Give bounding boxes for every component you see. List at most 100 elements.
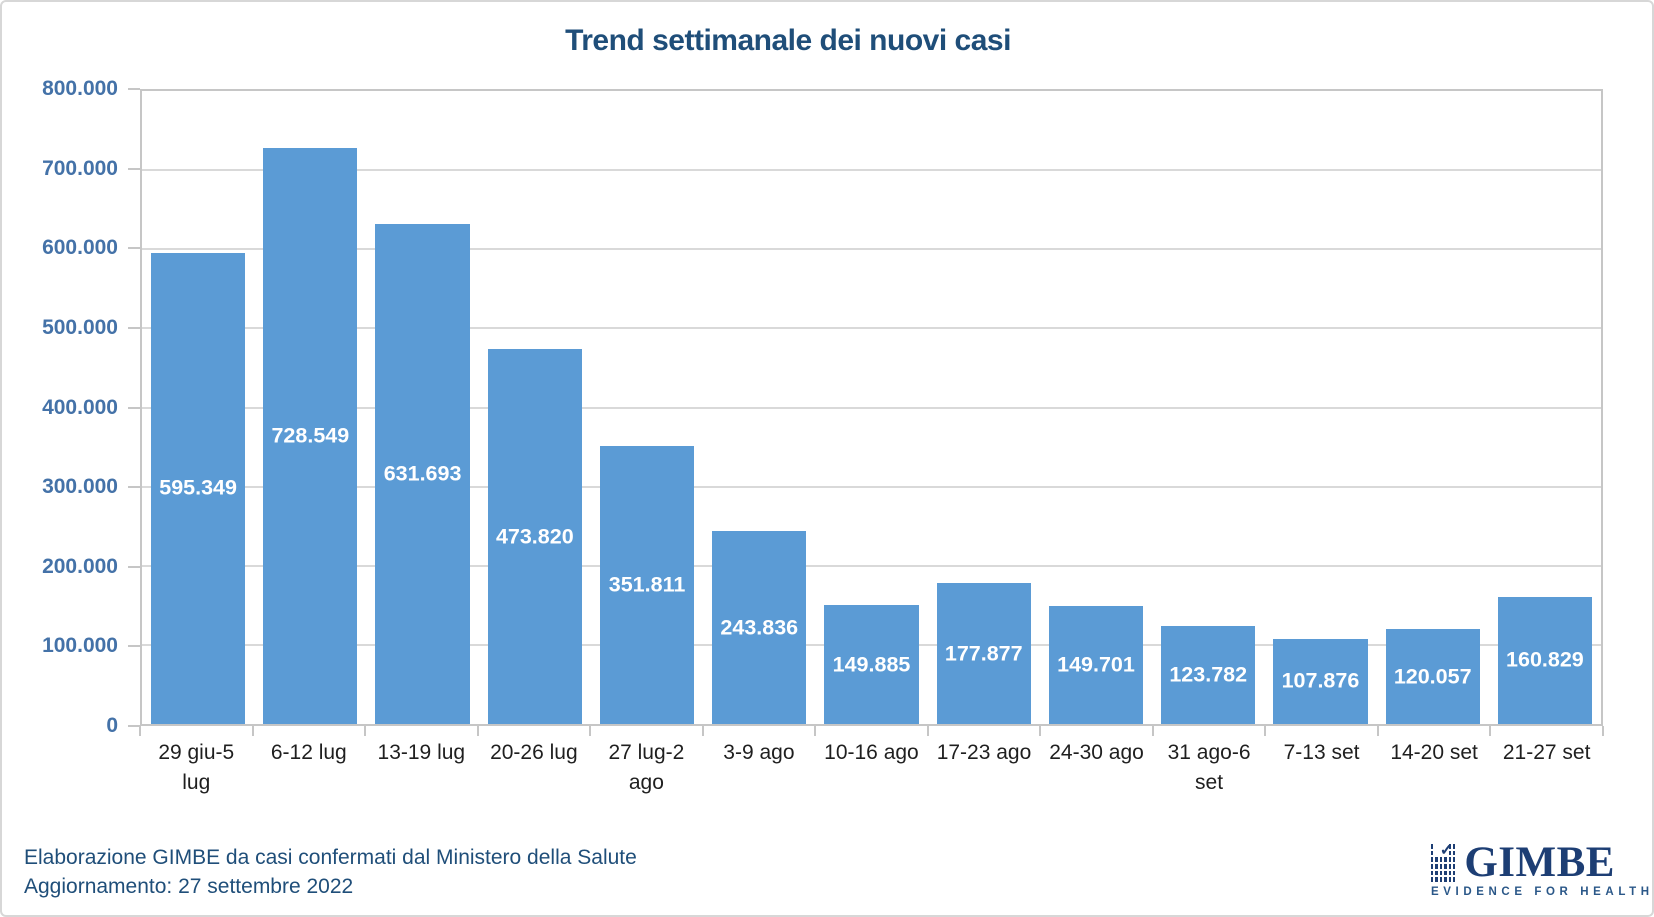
logo-grid-cell — [1444, 850, 1447, 856]
bar: 243.836 — [712, 531, 807, 724]
bar: 177.877 — [936, 583, 1031, 724]
bar-value-label: 149.701 — [1057, 652, 1135, 677]
logo-grid-cell — [1431, 850, 1434, 856]
bar: 120.057 — [1385, 629, 1480, 724]
bars-layer: 595.349 728.549 631.693 473.820 351.811 243.8… — [142, 91, 1601, 724]
logo-grid-cell — [1431, 857, 1434, 862]
gimbe-logo: ✓ GIMBE EVIDENCE FOR HEALTH — [1431, 839, 1654, 898]
bar-value-label: 473.820 — [495, 524, 574, 549]
bar-value-label: 120.057 — [1393, 664, 1472, 688]
y-axis-tick — [128, 88, 140, 90]
logo-grid-cell — [1452, 877, 1456, 882]
logo-grid-cell — [1452, 863, 1456, 869]
y-tick-label: 100.000 — [42, 634, 118, 658]
x-axis: 29 giu-5 lug 6-12 lug 13-19 lug 20-26 lug 27 … — [140, 738, 1603, 798]
logo-grid-cell — [1448, 863, 1451, 869]
gimbe-logo-mark: ✓ — [1431, 842, 1456, 882]
bar: 149.701 — [1048, 605, 1144, 724]
bar-slot: 631.693 — [366, 91, 478, 724]
y-tick-label: 0 — [106, 714, 118, 737]
gimbe-tagline: EVIDENCE FOR HEALTH — [1431, 886, 1654, 898]
y-tick-label: 200.000 — [42, 554, 118, 578]
logo-grid-cell — [1444, 863, 1447, 869]
x-axis-tick — [926, 726, 929, 736]
gridline — [142, 485, 1601, 488]
x-tick-label: 13-19 lug — [377, 741, 466, 764]
y-tick-label: 700.000 — [42, 156, 118, 180]
x-tick-label: 21-27 set — [1502, 741, 1591, 764]
logo-grid-cell — [1452, 870, 1456, 876]
bar: 631.693 — [375, 224, 470, 724]
x-tick-label: 31 ago-6 set — [1167, 741, 1251, 794]
logo-grid-cell — [1444, 857, 1447, 862]
logo-grid-cell — [1431, 844, 1434, 849]
bar-slot: 120.057 — [1377, 91, 1489, 724]
gridline — [142, 564, 1601, 567]
x-axis-tick — [1376, 726, 1379, 736]
gimbe-wordmark: GIMBE — [1464, 839, 1615, 886]
logo-grid-cell — [1439, 857, 1443, 862]
bar: 160.829 — [1497, 596, 1593, 724]
bar-value-label: 160.829 — [1506, 647, 1584, 672]
logo-grid-cell — [1448, 877, 1451, 882]
y-axis-ticks — [128, 88, 140, 727]
logo-grid-cell — [1431, 863, 1434, 869]
logo-grid-cell — [1448, 857, 1451, 862]
bar-slot: 177.877 — [928, 91, 1040, 724]
logo-grid-cell — [1439, 870, 1443, 876]
bar: 123.782 — [1161, 626, 1256, 724]
bar-slot: 595.349 — [142, 91, 254, 724]
check-icon: ✓ — [1439, 842, 1454, 859]
y-tick-label: 800.000 — [42, 77, 118, 100]
bar-slot: 107.876 — [1264, 91, 1376, 724]
logo-grid-cell — [1448, 844, 1451, 849]
logo-grid-cell — [1435, 857, 1438, 862]
logo-grid-cell — [1435, 870, 1438, 876]
x-tick-label: 6-12 lug — [270, 741, 347, 764]
y-tick-label: 500.000 — [42, 315, 118, 339]
y-axis-tick — [128, 645, 140, 648]
x-tick-label: 24-30 ago — [1049, 741, 1144, 764]
logo-grid-cell — [1452, 857, 1456, 862]
logo-grid-cell — [1439, 844, 1443, 849]
gridline — [142, 169, 1601, 172]
y-tick-label: 400.000 — [42, 395, 118, 419]
x-axis-tick — [1039, 726, 1042, 736]
logo-grid-cell — [1444, 870, 1447, 876]
y-tick-label: 600.000 — [42, 236, 118, 260]
logo-grid-cell — [1439, 850, 1443, 856]
x-axis-tick — [251, 726, 254, 736]
plot-area: 595.349 728.549 631.693 473.820 351.811 243.8… — [140, 89, 1603, 726]
logo-grid-cell — [1431, 870, 1434, 876]
y-axis-tick — [128, 406, 140, 409]
logo-grid-cell — [1452, 850, 1456, 856]
chart-title: Trend settimanale dei nuovi casi — [565, 24, 1011, 57]
logo-grid-cell — [1439, 877, 1443, 882]
x-axis-tick — [1489, 726, 1492, 736]
bar: 149.885 — [824, 605, 919, 724]
gridline — [142, 327, 1601, 330]
source-note-line2: Aggiornamento: 27 settembre 2022 — [24, 875, 354, 898]
x-tick-label: 14-20 set — [1390, 741, 1478, 764]
logo-grid-cell — [1444, 877, 1447, 882]
y-axis: 800.000 700.000 600.000 500.000 400.000 300.0… — [0, 77, 118, 737]
x-tick-label: 20-26 lug — [490, 741, 578, 764]
gridline — [142, 248, 1601, 251]
y-axis-tick — [128, 167, 140, 170]
bar: 473.820 — [487, 349, 582, 724]
source-note: Elaborazione GIMBE da casi confermati da… — [24, 843, 637, 901]
logo-grid-cell — [1431, 877, 1434, 882]
x-axis-ticks — [139, 726, 1604, 736]
bar-value-label: 107.876 — [1281, 668, 1360, 693]
bar-value-label: 123.782 — [1169, 662, 1248, 687]
bar-value-label: 631.693 — [383, 461, 462, 486]
logo-grid-cell — [1452, 844, 1456, 849]
bar-slot: 351.811 — [591, 91, 703, 724]
y-tick-label: 300.000 — [42, 475, 118, 499]
bar: 107.876 — [1273, 638, 1368, 724]
bar: 351.811 — [599, 445, 695, 724]
x-tick-label: 27 lug-2 ago — [608, 741, 685, 794]
y-axis-tick — [128, 326, 140, 329]
logo-grid-cell — [1435, 844, 1438, 849]
bar-slot: 473.820 — [479, 91, 591, 724]
